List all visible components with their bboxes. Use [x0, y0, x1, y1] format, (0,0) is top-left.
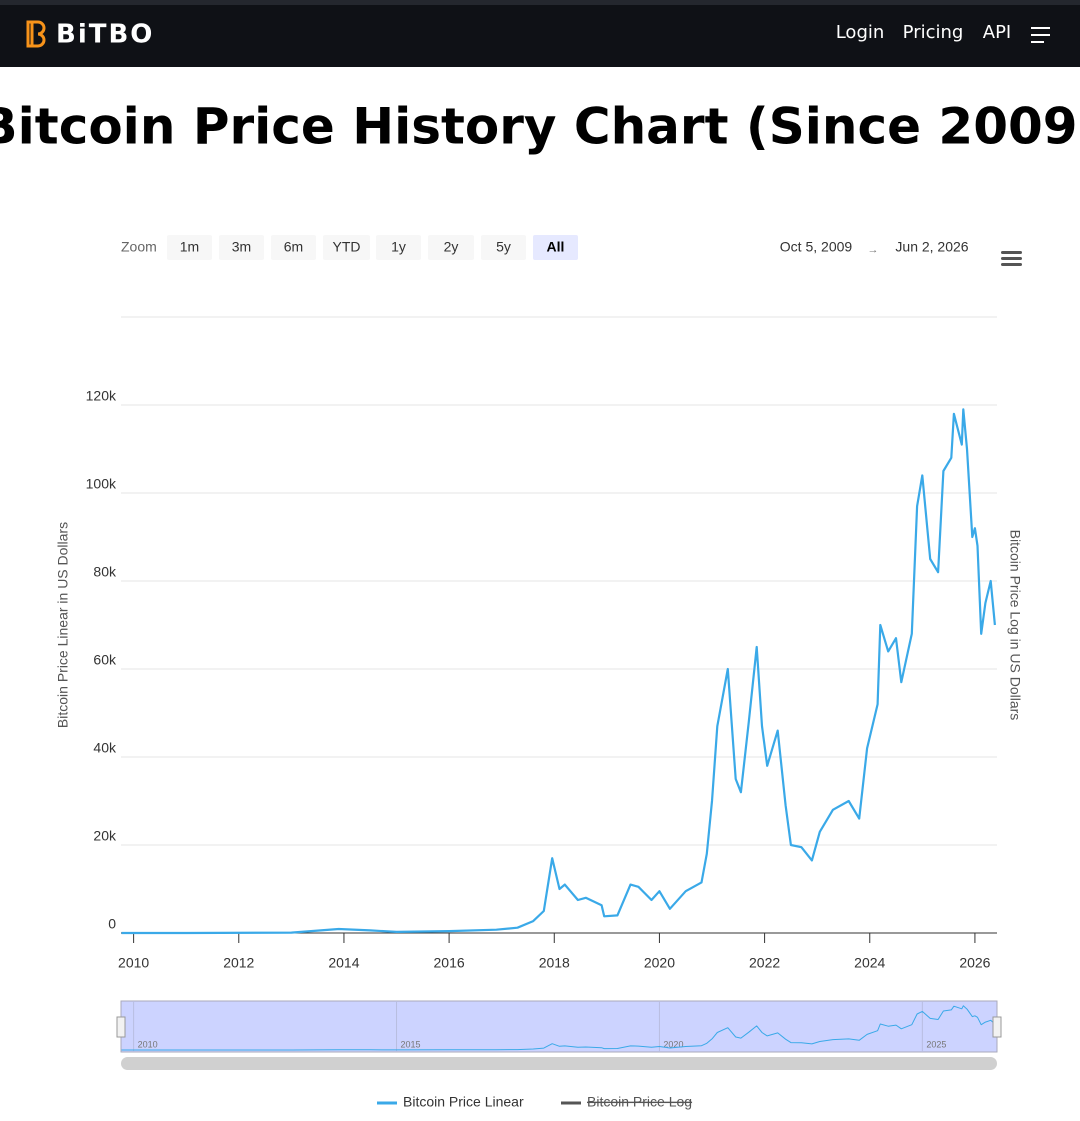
x-tick-label: 2022 [749, 955, 780, 971]
x-tick-label: 2020 [644, 955, 675, 971]
logo[interactable]: BiTBO [56, 20, 154, 50]
y-tick-label: 20k [93, 828, 117, 844]
y-tick-label: 60k [93, 652, 117, 668]
navigator-handle[interactable] [116, 1016, 126, 1038]
legend-label[interactable]: Bitcoin Price Linear [403, 1094, 524, 1110]
zoom-button[interactable] [376, 235, 421, 260]
x-tick-label: 2026 [959, 955, 990, 971]
nav-link[interactable]: API [983, 22, 1011, 43]
zoom-button-label[interactable]: 6m [284, 239, 303, 255]
header-strip [0, 0, 1080, 5]
header-bar [0, 0, 1080, 67]
navigator-label: 2025 [926, 1039, 946, 1049]
menu-icon[interactable] [1031, 27, 1050, 43]
navigator-label: 2020 [663, 1039, 683, 1049]
zoom-button-label[interactable]: YTD [333, 239, 361, 255]
range-from[interactable]: Oct 5, 2009 [780, 239, 853, 255]
zoom-button[interactable] [481, 235, 526, 260]
y-tick-label: 120k [86, 388, 117, 404]
zoom-button[interactable] [428, 235, 474, 260]
navigator-label: 2010 [138, 1039, 158, 1049]
y-tick-label: 40k [93, 740, 117, 756]
legend-label-hidden[interactable]: Bitcoin Price Log [587, 1094, 692, 1110]
range-to[interactable]: Jun 2, 2026 [895, 239, 968, 255]
zoom-button-label[interactable]: 3m [232, 239, 251, 255]
zoom-button[interactable] [219, 235, 264, 260]
page-title: Bitcoin Price History Chart (Since 2009) [0, 98, 1080, 156]
zoom-button-label[interactable]: 1y [391, 239, 406, 255]
price-line [121, 408, 996, 935]
zoom-button-label[interactable]: 5y [496, 239, 511, 255]
range-arrow: → [868, 244, 879, 256]
nav-link[interactable]: Login [836, 22, 885, 43]
navigator-line [121, 1005, 996, 1051]
zoom-button[interactable] [271, 235, 316, 260]
zoom-button[interactable] [167, 235, 212, 260]
zoom-button-label[interactable]: 2y [444, 239, 459, 255]
x-tick-label: 2024 [854, 955, 885, 971]
navigator-mask[interactable] [120, 1000, 998, 1053]
x-tick-label: 2012 [223, 955, 254, 971]
zoom-button[interactable] [323, 235, 370, 260]
zoom-label: Zoom [121, 239, 157, 255]
navigator-label: 2015 [401, 1039, 421, 1049]
x-tick-label: 2014 [328, 955, 359, 971]
x-tick-label: 2016 [434, 955, 465, 971]
navigator-handle[interactable] [992, 1016, 1002, 1038]
logo-icon [26, 20, 46, 48]
export-menu[interactable] [1001, 251, 1022, 266]
y2-axis-title: Bitcoin Price Log in US Dollars [1007, 530, 1023, 721]
x-tick-label: 2018 [539, 955, 570, 971]
y-tick-label: 100k [86, 476, 117, 492]
zoom-button-label[interactable]: 1m [180, 239, 199, 255]
y-tick-label: 80k [93, 564, 117, 580]
x-tick-label: 2010 [118, 955, 149, 971]
y-axis-title: Bitcoin Price Linear in US Dollars [55, 522, 71, 728]
scrollbar[interactable] [121, 1057, 997, 1070]
y-tick-label: 0 [108, 916, 116, 932]
zoom-button-label[interactable]: All [547, 239, 565, 255]
zoom-button[interactable] [533, 235, 578, 260]
nav-link[interactable]: Pricing [903, 22, 964, 43]
